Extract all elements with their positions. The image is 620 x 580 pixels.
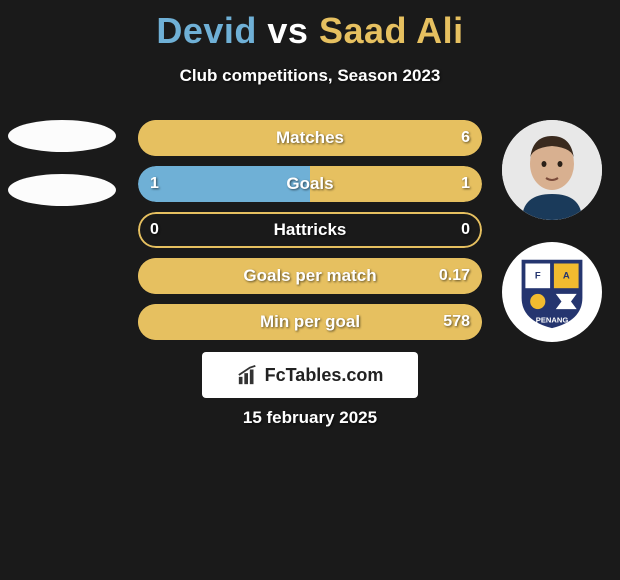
stat-label: Goals	[286, 174, 333, 194]
stat-right-value: 1	[461, 175, 470, 193]
stat-label: Matches	[276, 128, 344, 148]
stat-fill-left	[138, 166, 310, 202]
left-club-logo	[8, 174, 116, 206]
stats-container: Matches 6 1 Goals 1 0 Hattricks 0 Goals …	[138, 120, 482, 340]
player-face-icon	[502, 120, 602, 220]
right-player-avatar	[502, 120, 602, 220]
club-name-text: PENANG	[536, 315, 569, 324]
stat-fill-right	[310, 166, 482, 202]
stat-right-value: 6	[461, 129, 470, 147]
left-avatars	[8, 120, 116, 206]
svg-text:A: A	[563, 271, 570, 282]
player2-name: Saad Ali	[319, 10, 464, 51]
stat-row-matches: Matches 6	[138, 120, 482, 156]
stat-row-goals-per-match: Goals per match 0.17	[138, 258, 482, 294]
branding-text: FcTables.com	[265, 365, 384, 386]
stat-row-hattricks: 0 Hattricks 0	[138, 212, 482, 248]
svg-text:F: F	[535, 271, 541, 282]
subtitle: Club competitions, Season 2023	[0, 66, 620, 86]
stat-right-value: 0	[461, 221, 470, 239]
chart-icon	[237, 364, 259, 386]
stat-label: Min per goal	[260, 312, 360, 332]
stat-right-value: 578	[443, 313, 470, 331]
stat-left-value: 1	[150, 175, 159, 193]
vs-text: vs	[257, 10, 319, 51]
branding-badge: FcTables.com	[202, 352, 418, 398]
stat-left-value: 0	[150, 221, 159, 239]
stat-label: Hattricks	[274, 220, 347, 240]
player1-name: Devid	[156, 10, 257, 51]
stat-row-goals: 1 Goals 1	[138, 166, 482, 202]
page-title: Devid vs Saad Ali	[0, 0, 620, 52]
stat-row-min-per-goal: Min per goal 578	[138, 304, 482, 340]
date-text: 15 february 2025	[0, 408, 620, 428]
stat-right-value: 0.17	[439, 267, 470, 285]
left-player-avatar	[8, 120, 116, 152]
right-club-logo: F A PENANG	[502, 242, 602, 342]
stat-label: Goals per match	[243, 266, 376, 286]
right-avatars: F A PENANG	[502, 120, 602, 342]
club-crest-icon: F A PENANG	[514, 254, 590, 330]
